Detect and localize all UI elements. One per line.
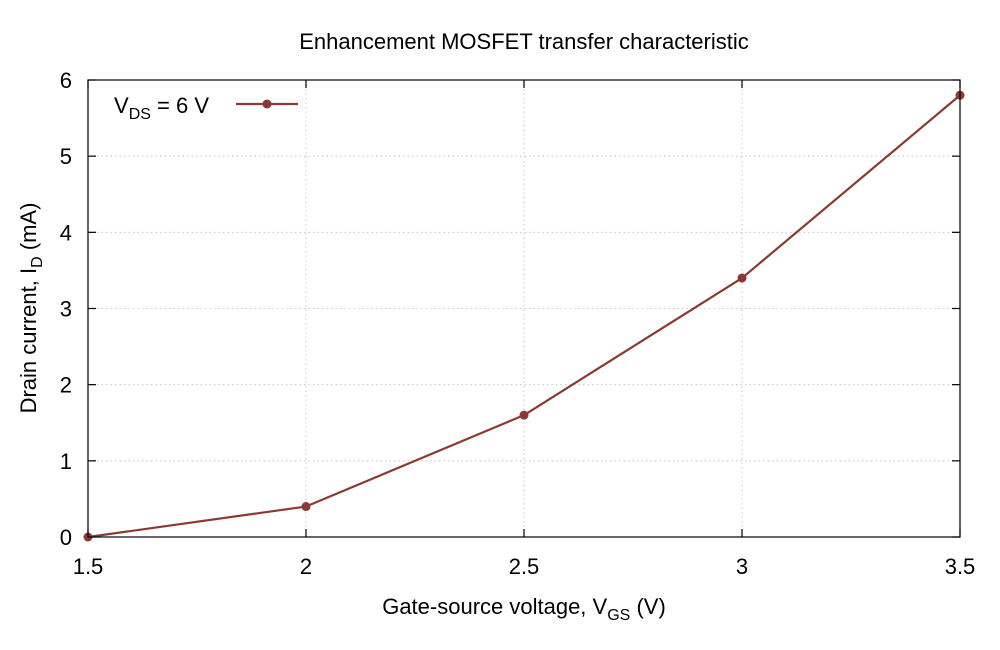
y-tick-label: 2 (60, 373, 72, 398)
x-axis-label-sub: GS (607, 607, 630, 624)
x-axis-label-tail: (V) (630, 594, 665, 619)
x-tick-label: 1.5 (73, 554, 104, 579)
x-axis-label: Gate-source voltage, VGS (V) (382, 594, 666, 624)
x-tick-label: 2.5 (509, 554, 540, 579)
y-tick-label: 3 (60, 297, 72, 322)
y-tick-label: 6 (60, 68, 72, 93)
ticks-layer: 1.5 2 2.5 3 3.5 0 1 2 3 4 5 6 (60, 68, 976, 579)
legend-label-sub: DS (129, 106, 151, 123)
legend-label: VDS = 6 V (114, 93, 209, 123)
y-tick-label: 5 (60, 144, 72, 169)
series-layer (83, 90, 965, 542)
data-point (737, 273, 747, 283)
x-tick-label: 3.5 (945, 554, 976, 579)
grid-layer (88, 80, 960, 537)
data-point (519, 410, 529, 420)
y-axis-label: Drain current, ID (mA) (16, 203, 46, 414)
legend: VDS = 6 V (114, 93, 298, 123)
y-tick-label: 4 (60, 220, 72, 245)
x-tick-label: 2 (300, 554, 312, 579)
y-axis-label-main: Drain current, I (16, 268, 41, 414)
data-point (301, 502, 311, 512)
y-axis-label-tail: (mA) (16, 203, 41, 257)
legend-label-main: V (114, 93, 129, 118)
y-tick-label: 1 (60, 449, 72, 474)
y-axis-label-sub: D (29, 256, 46, 268)
legend-swatch-marker (262, 99, 272, 109)
x-tick-label: 3 (736, 554, 748, 579)
y-tick-label: 0 (60, 525, 72, 550)
legend-label-tail: = 6 V (151, 93, 209, 118)
x-axis-label-main: Gate-source voltage, V (382, 594, 607, 619)
chart-title: Enhancement MOSFET transfer characterist… (299, 29, 749, 54)
plot-frame (87, 79, 961, 538)
